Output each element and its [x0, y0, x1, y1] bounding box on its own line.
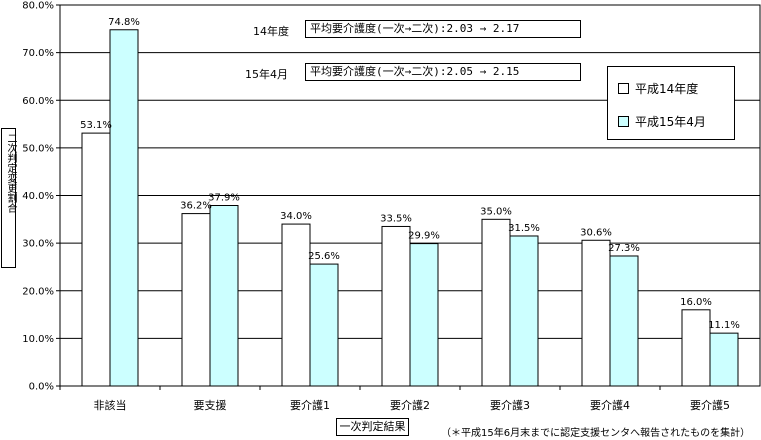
data-label: 30.6% — [580, 227, 612, 238]
data-label: 16.0% — [680, 297, 712, 308]
data-label: 53.1% — [80, 120, 112, 131]
category-labels: 非該当 要支援 要介護1 要介護2 要介護3 要介護4 要介護5 — [94, 398, 731, 412]
data-label: 11.1% — [708, 320, 740, 331]
bar-h15-4 — [509, 235, 539, 387]
category-label: 要介護1 — [290, 398, 330, 412]
data-labels: 53.1% 74.8% 36.2%37.9% 34.0% 25.6% 33.5% 29.9%… — [80, 17, 740, 331]
bars — [59, 29, 739, 390]
data-label: 25.6% — [308, 251, 340, 262]
category-label: 要介護5 — [690, 398, 730, 412]
y-axis-label-box: 二次判定変更割合 — [1, 128, 16, 268]
bar-h15-4 — [209, 205, 239, 387]
bar-h15-4 — [709, 332, 739, 387]
data-label: 74.8% — [108, 17, 140, 28]
y-tick-label: 30.0% — [22, 239, 54, 250]
y-tick-label: 60.0% — [22, 96, 54, 107]
category-label: 要介護4 — [590, 398, 630, 412]
bar-h15-4 — [309, 263, 339, 387]
annotation-label-2: 15年4月 — [245, 68, 288, 81]
data-label: 37.9% — [208, 193, 240, 204]
y-tick-label: 50.0% — [22, 143, 54, 154]
bar-h14 — [181, 213, 211, 387]
annotation-box-2: 平均要介護度(一次→二次):2.05 → 2.15 — [305, 63, 581, 81]
y-axis-ticks: 0.0% 10.0% 20.0% 30.0% 40.0% 50.0% 60.0% 70.0% 8… — [22, 1, 60, 393]
y-tick-label: 80.0% — [22, 1, 54, 12]
annotation-box-1: 平均要介護度(一次→二次):2.03 → 2.17 — [305, 20, 581, 38]
data-label: 27.3% — [608, 243, 640, 254]
bar-h14 — [381, 225, 411, 387]
category-label: 要介護3 — [490, 398, 530, 412]
y-tick-label: 70.0% — [22, 48, 54, 59]
footnote: （＊平成15年6月末までに認定支援センタへ報告されたものを集計） — [441, 428, 751, 439]
y-tick-label: 0.0% — [29, 382, 54, 393]
data-label: 34.0% — [280, 211, 312, 222]
legend: 平成14年度 平成15年4月 — [607, 66, 735, 140]
y-tick-label: 10.0% — [22, 334, 54, 345]
bar-h14 — [281, 223, 311, 387]
bar-h15-4 — [109, 29, 139, 387]
category-label: 要支援 — [194, 398, 227, 412]
x-axis-label: 一次判定結果 — [336, 418, 409, 436]
legend-swatch-2003 — [618, 115, 629, 127]
category-label: 要介護2 — [390, 398, 430, 412]
data-label: 29.9% — [408, 231, 440, 242]
category-label: 非該当 — [94, 398, 127, 412]
annotation-label-1: 14年度 — [253, 25, 289, 38]
bar-h15-4 — [409, 243, 439, 387]
data-label: 35.0% — [480, 206, 512, 217]
y-tick-label: 20.0% — [22, 286, 54, 297]
bar-h14 — [581, 239, 611, 387]
data-label: 31.5% — [508, 223, 540, 234]
legend-item-2003: 平成15年4月 — [618, 114, 706, 129]
bar-h14 — [481, 218, 511, 387]
legend-item-2002: 平成14年度 — [618, 81, 699, 96]
bar-h14 — [681, 309, 711, 387]
y-axis-label: 二次判定変更割合 — [5, 133, 16, 213]
data-label: 36.2% — [180, 201, 212, 212]
legend-swatch-2002 — [618, 82, 629, 94]
bar-h14 — [81, 132, 111, 387]
legend-label-2003: 平成15年4月 — [635, 114, 706, 129]
data-label: 33.5% — [380, 213, 412, 224]
y-tick-label: 40.0% — [22, 191, 54, 202]
bar-h15-4 — [609, 255, 639, 387]
legend-label-2002: 平成14年度 — [635, 81, 699, 96]
